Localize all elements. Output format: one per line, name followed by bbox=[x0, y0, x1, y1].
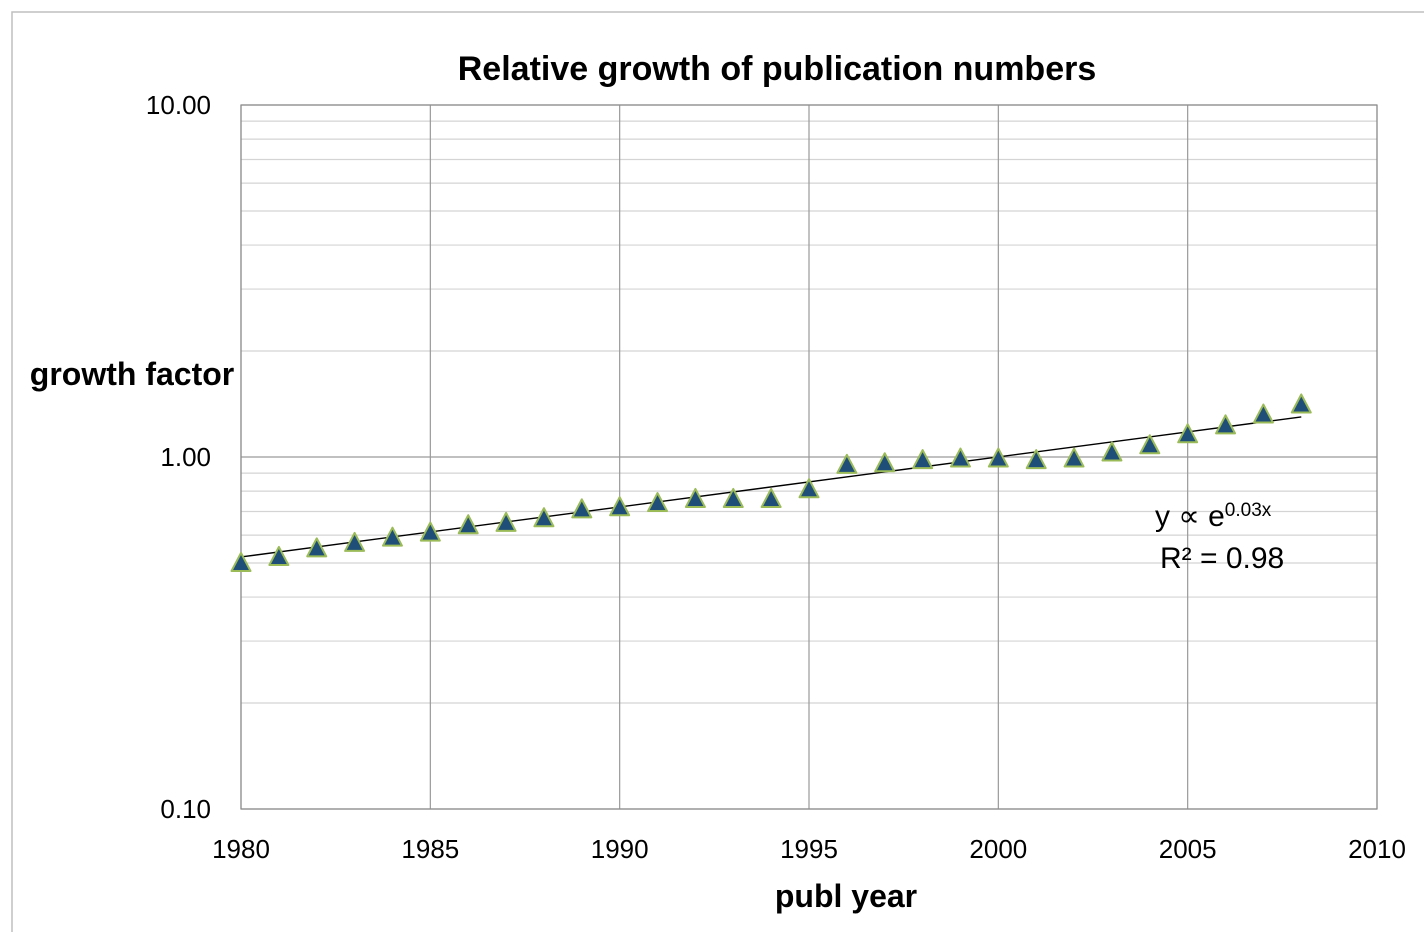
x-tick-label: 2010 bbox=[1348, 834, 1406, 864]
data-point bbox=[609, 496, 631, 517]
x-axis-title: publ year bbox=[775, 878, 917, 914]
data-point bbox=[1063, 447, 1085, 468]
data-point bbox=[419, 521, 441, 542]
data-point bbox=[1101, 441, 1123, 462]
grid bbox=[240, 104, 1378, 810]
data-point bbox=[381, 526, 403, 547]
x-tick-label: 2000 bbox=[969, 834, 1027, 864]
data-point bbox=[1215, 414, 1237, 435]
data-point bbox=[495, 511, 517, 532]
plot-area bbox=[240, 104, 1378, 810]
trend-equation-base: y ∝ e bbox=[1155, 500, 1225, 533]
x-tick-label: 1985 bbox=[401, 834, 459, 864]
data-point bbox=[457, 514, 479, 535]
data-point bbox=[874, 452, 896, 473]
trendline-path bbox=[240, 416, 1302, 558]
data-point bbox=[344, 531, 366, 552]
y-axis-title: growth factor bbox=[30, 356, 234, 392]
data-point bbox=[912, 449, 934, 470]
x-tick-label: 2005 bbox=[1159, 834, 1217, 864]
trend-equation: y ∝ e0.03x bbox=[1155, 500, 1272, 533]
data-point bbox=[836, 453, 858, 474]
data-point bbox=[571, 498, 593, 519]
data-point bbox=[722, 487, 744, 508]
data-point bbox=[987, 447, 1009, 468]
data-point bbox=[230, 551, 252, 572]
data-point bbox=[1290, 393, 1312, 414]
data-point bbox=[647, 492, 669, 513]
data-point bbox=[760, 487, 782, 508]
y-tick-label: 1.00 bbox=[160, 442, 211, 472]
data-point bbox=[1139, 434, 1161, 455]
chart-title: Relative growth of publication numbers bbox=[458, 50, 1097, 88]
trend-equation-exponent: 0.03x bbox=[1225, 500, 1272, 521]
data-point bbox=[798, 478, 820, 499]
chart-border bbox=[11, 11, 1424, 937]
x-tick-label: 1995 bbox=[780, 834, 838, 864]
x-tick-label: 1990 bbox=[591, 834, 649, 864]
data-point bbox=[684, 487, 706, 508]
x-tick-label: 1980 bbox=[212, 834, 270, 864]
data-point bbox=[533, 507, 555, 528]
r-squared-label: R² = 0.98 bbox=[1160, 542, 1284, 575]
x-tick-labels: 1980 1985 1990 1995 2000 2005 2010 bbox=[212, 834, 1406, 864]
y-tick-label: 10.00 bbox=[146, 90, 211, 120]
trendline bbox=[240, 416, 1302, 558]
y-tick-labels: 0.10 1.00 10.00 bbox=[146, 90, 211, 824]
data-point bbox=[1177, 423, 1199, 444]
y-tick-label: 0.10 bbox=[160, 794, 211, 824]
data-point bbox=[268, 545, 290, 566]
data-point bbox=[949, 447, 971, 468]
data-point bbox=[306, 537, 328, 558]
data-point bbox=[1025, 449, 1047, 470]
data-markers bbox=[230, 393, 1312, 572]
data-point bbox=[1252, 403, 1274, 424]
